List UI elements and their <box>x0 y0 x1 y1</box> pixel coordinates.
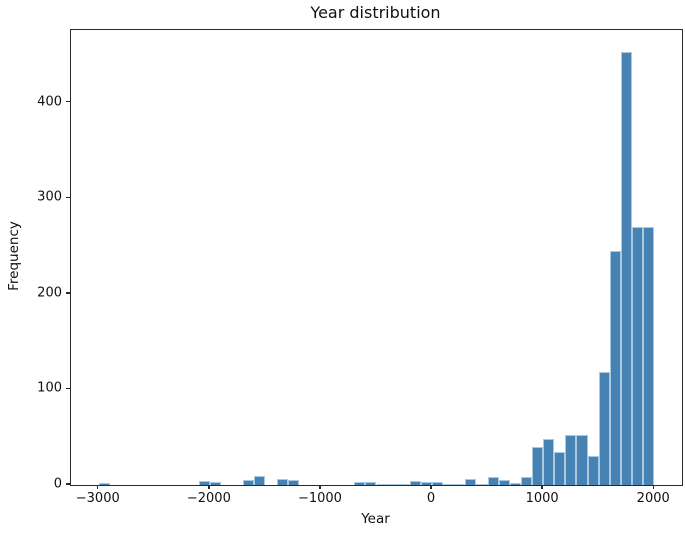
histogram-bar <box>287 480 299 485</box>
histogram-bar <box>554 451 566 485</box>
x-axis-tick-label: 1000 <box>525 491 559 506</box>
x-axis-tick <box>208 485 210 490</box>
x-axis-tick <box>430 485 432 490</box>
y-axis-label: Frequency <box>6 221 22 291</box>
x-axis-label: Year <box>361 511 390 527</box>
histogram-bar <box>520 477 532 485</box>
histogram-bar <box>365 482 377 485</box>
histogram-bar <box>443 484 455 485</box>
histogram-bar <box>643 226 655 485</box>
histogram-bar <box>98 483 110 485</box>
x-axis-tick <box>541 485 543 490</box>
histogram-bar <box>276 479 288 485</box>
histogram-bar <box>498 480 510 485</box>
histogram-bar <box>465 479 477 485</box>
y-axis-tick <box>66 387 70 390</box>
y-axis-tick-label: 400 <box>37 94 62 110</box>
histogram-bar <box>532 446 544 485</box>
histogram-bar <box>398 484 410 485</box>
histogram-bar <box>454 484 466 485</box>
histogram-bar <box>565 435 577 485</box>
histogram-bar <box>487 477 499 485</box>
y-axis-tick <box>66 196 70 198</box>
histogram-bar <box>476 484 488 485</box>
x-axis-tick-label: −3000 <box>75 491 120 506</box>
histogram-bar <box>576 435 588 485</box>
x-axis-tick <box>97 485 99 490</box>
x-axis-tick-label: −2000 <box>186 491 231 506</box>
histogram-bar <box>409 481 421 485</box>
histogram-bar <box>254 476 266 485</box>
plot-area <box>70 29 683 486</box>
x-axis-tick <box>652 485 654 490</box>
histogram-bar <box>198 481 210 485</box>
histogram-bar <box>543 439 555 485</box>
histogram-bar <box>420 482 433 485</box>
chart-title: Year distribution <box>310 3 441 22</box>
y-axis-tick <box>66 292 70 294</box>
histogram-bar <box>632 226 644 485</box>
histogram-bar <box>432 482 444 485</box>
y-axis-tick-label: 200 <box>37 285 62 301</box>
histogram-bar <box>376 484 388 485</box>
x-axis-tick-label: −1000 <box>297 491 342 506</box>
histogram-bar <box>243 480 255 485</box>
y-axis-tick-label: 100 <box>37 380 62 396</box>
histogram-bar <box>209 482 221 485</box>
y-axis-tick <box>66 100 70 103</box>
histogram-bar <box>354 482 366 485</box>
y-axis-tick-label: 300 <box>37 189 62 205</box>
histogram-bar <box>620 52 632 485</box>
histogram-bar <box>587 456 599 485</box>
x-axis-tick <box>319 485 321 490</box>
histogram-bar <box>609 250 621 485</box>
x-axis-tick-label: 2000 <box>636 491 670 506</box>
histogram-bar <box>387 484 399 485</box>
histogram-bar <box>509 483 521 485</box>
x-axis-tick-label: 0 <box>426 491 436 506</box>
y-axis-tick <box>66 483 70 485</box>
y-axis-tick-label: 0 <box>53 476 62 492</box>
histogram-bar <box>598 372 610 485</box>
